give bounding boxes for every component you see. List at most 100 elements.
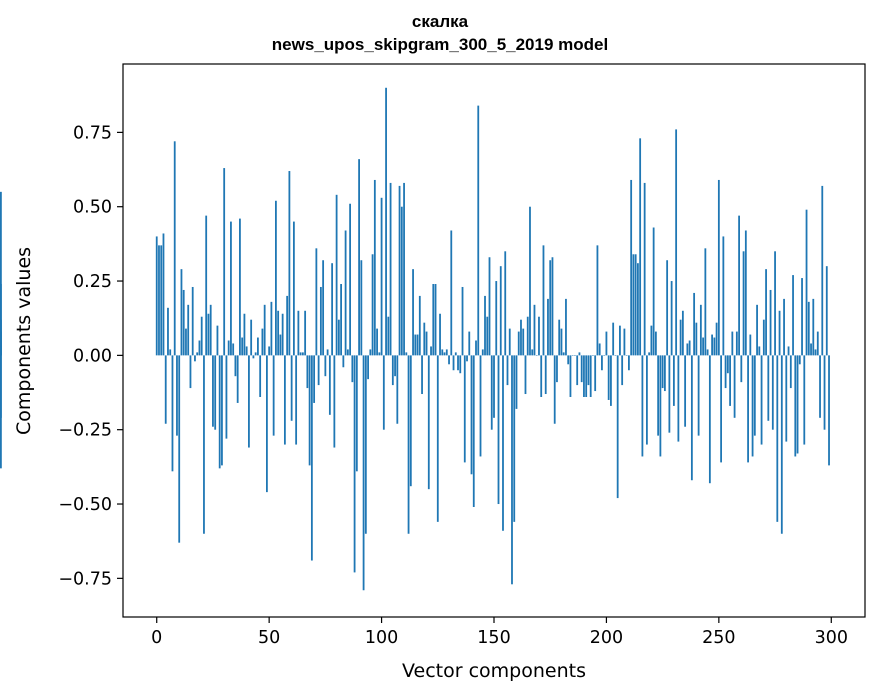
- bar: [812, 298, 815, 356]
- bar: [239, 218, 241, 356]
- bar: [173, 141, 176, 356]
- bar: [531, 349, 534, 356]
- bar: [704, 248, 707, 356]
- bar: [308, 355, 311, 466]
- bar: [659, 355, 662, 457]
- bar: [178, 355, 181, 543]
- bar: [279, 334, 282, 356]
- bar: [549, 260, 552, 356]
- bar: [407, 355, 410, 534]
- bar: [632, 254, 635, 356]
- bar: [376, 328, 378, 356]
- x-tick-label: 300: [815, 628, 848, 648]
- bar: [371, 254, 374, 356]
- bar: [373, 179, 376, 356]
- bar: [628, 355, 630, 371]
- bar: [283, 355, 286, 445]
- bar: [230, 221, 232, 356]
- bar: [380, 197, 383, 356]
- bar: [490, 355, 493, 430]
- bar: [275, 200, 277, 356]
- bar: [160, 245, 163, 356]
- bar: [196, 352, 199, 356]
- bar: [684, 355, 687, 427]
- bar: [355, 355, 358, 472]
- bar: [776, 355, 779, 522]
- bar: [358, 159, 360, 356]
- bar: [630, 179, 633, 356]
- bar: [0, 191, 2, 356]
- bar: [488, 257, 491, 356]
- bar: [670, 281, 673, 356]
- bar: [418, 295, 421, 356]
- bar: [650, 325, 653, 356]
- bar: [297, 310, 300, 356]
- bar: [398, 185, 401, 356]
- bar: [558, 319, 561, 356]
- bar: [540, 355, 543, 397]
- bar: [484, 295, 486, 356]
- bar: [288, 171, 291, 356]
- bar: [214, 355, 217, 430]
- bar: [457, 355, 459, 371]
- bar: [738, 215, 740, 356]
- bar: [252, 355, 255, 359]
- bar: [634, 254, 637, 356]
- bar: [286, 295, 289, 356]
- bar: [234, 355, 237, 377]
- bar: [742, 251, 745, 356]
- bar: [479, 355, 482, 457]
- bar: [589, 355, 592, 397]
- bar: [639, 138, 642, 356]
- bar: [194, 355, 196, 362]
- bar: [711, 334, 713, 356]
- x-tick-label: 150: [477, 628, 510, 648]
- bar: [807, 301, 810, 356]
- bar: [245, 346, 248, 356]
- bar: [281, 313, 284, 356]
- bar: [726, 355, 729, 374]
- bar: [461, 286, 464, 356]
- bar: [819, 355, 821, 418]
- bar: [607, 355, 610, 400]
- bar: [805, 209, 808, 356]
- bar: [416, 334, 419, 356]
- bar: [299, 352, 302, 356]
- bar: [414, 334, 417, 356]
- bar: [263, 304, 266, 356]
- bar: [522, 328, 525, 356]
- bar: [257, 337, 259, 356]
- bar: [337, 319, 340, 356]
- bar: [164, 355, 167, 424]
- bar: [322, 260, 325, 356]
- x-tick-label: 200: [590, 628, 623, 648]
- bar: [769, 289, 772, 356]
- bar: [706, 349, 709, 356]
- bar: [756, 304, 758, 356]
- bar: [661, 355, 664, 389]
- bar: [191, 286, 194, 356]
- bar: [391, 355, 394, 386]
- bar: [535, 355, 538, 356]
- bar: [515, 355, 518, 409]
- bar: [751, 355, 754, 457]
- bar: [760, 355, 763, 445]
- bar: [394, 355, 396, 377]
- bar: [335, 194, 338, 356]
- bar: [731, 331, 734, 356]
- bar: [753, 355, 756, 436]
- bar: [171, 355, 174, 472]
- bar: [495, 281, 498, 356]
- bar: [681, 310, 684, 356]
- bar: [715, 322, 718, 356]
- bar: [423, 322, 426, 356]
- bar: [232, 343, 235, 356]
- bar: [223, 168, 226, 356]
- bar: [266, 355, 268, 493]
- bar: [778, 310, 781, 356]
- bar: [504, 251, 507, 356]
- bar: [198, 340, 201, 356]
- bar: [747, 355, 749, 463]
- bar: [565, 298, 567, 356]
